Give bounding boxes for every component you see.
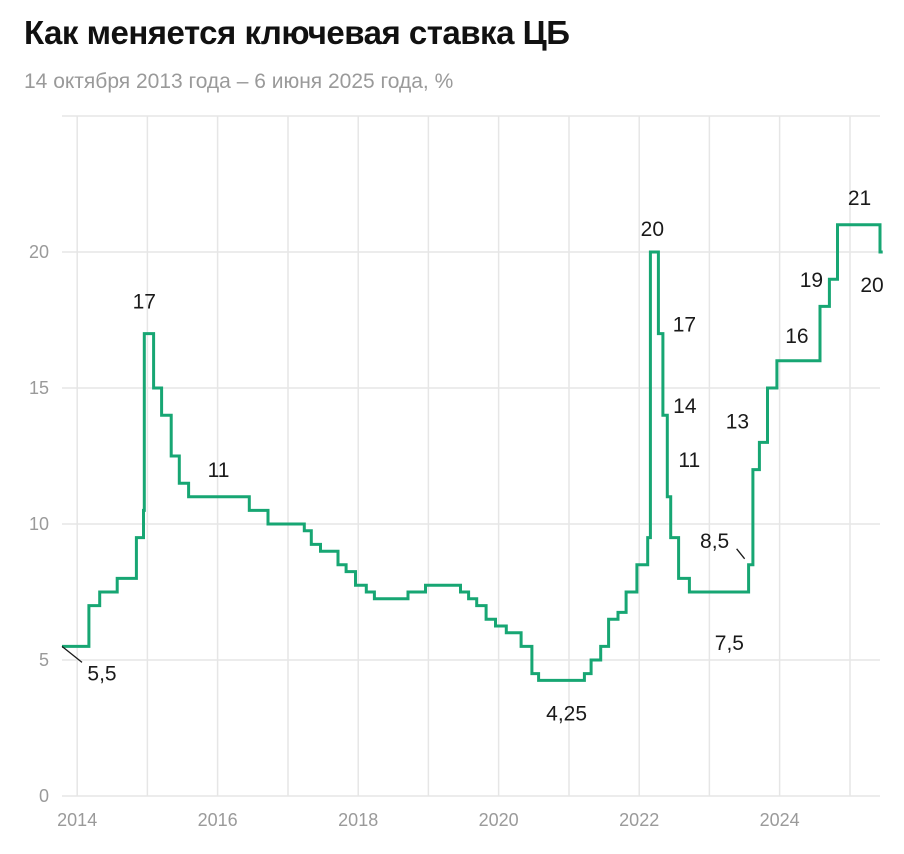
annotation-label: 20 bbox=[641, 218, 664, 241]
series-line bbox=[62, 223, 883, 682]
y-tick-label: 20 bbox=[29, 242, 49, 262]
annotation-leader bbox=[61, 645, 83, 663]
annotation-label: 11 bbox=[208, 459, 230, 482]
x-axis-ticks: 2014 2016 2018 2020 2022 2024 bbox=[57, 810, 799, 830]
annotations-layer: 5,5 17 11 4,25 20 17 14 11 7,5 8,5 13 16 19 21 20 bbox=[61, 187, 884, 725]
annotation-label: 19 bbox=[800, 269, 823, 292]
x-tick-label: 2024 bbox=[760, 810, 800, 830]
annotation-label: 21 bbox=[848, 187, 871, 210]
annotation-label: 11 bbox=[678, 449, 700, 472]
series-layer bbox=[62, 223, 883, 682]
annotation-label: 17 bbox=[673, 314, 696, 337]
annotation-leader bbox=[736, 548, 746, 560]
annotation-label: 17 bbox=[133, 291, 156, 314]
x-tick-label: 2016 bbox=[198, 810, 238, 830]
annotation-label: 7,5 bbox=[715, 632, 744, 655]
y-tick-label: 15 bbox=[29, 378, 49, 398]
grid-lines bbox=[62, 115, 880, 797]
x-tick-label: 2014 bbox=[57, 810, 97, 830]
x-tick-label: 2022 bbox=[619, 810, 659, 830]
y-tick-label: 5 bbox=[39, 650, 49, 670]
chart-title: Как меняется ключевая ставка ЦБ bbox=[24, 14, 570, 51]
annotation-label: 4,25 bbox=[546, 702, 587, 725]
annotation-label: 5,5 bbox=[87, 662, 116, 685]
annotation-label: 13 bbox=[726, 410, 749, 433]
x-tick-label: 2020 bbox=[479, 810, 519, 830]
y-tick-label: 0 bbox=[39, 786, 49, 806]
y-axis-ticks: 0 5 10 15 20 bbox=[29, 242, 49, 806]
annotation-label: 16 bbox=[785, 325, 808, 348]
annotation-label: 8,5 bbox=[700, 530, 729, 553]
annotation-label: 20 bbox=[860, 274, 883, 297]
x-tick-label: 2018 bbox=[338, 810, 378, 830]
y-tick-label: 10 bbox=[29, 514, 49, 534]
annotation-label: 14 bbox=[673, 395, 697, 418]
chart-subtitle: 14 октября 2013 года – 6 июня 2025 года,… bbox=[24, 70, 454, 93]
